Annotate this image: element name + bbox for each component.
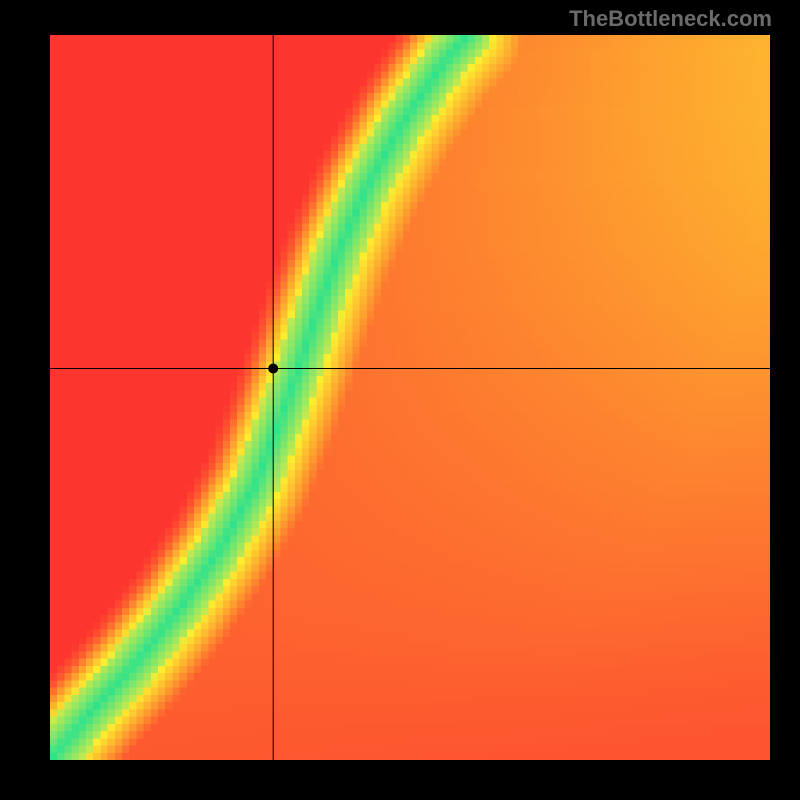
- bottleneck-heatmap: [50, 35, 770, 760]
- plot-area: [50, 35, 770, 760]
- watermark-text: TheBottleneck.com: [569, 6, 772, 32]
